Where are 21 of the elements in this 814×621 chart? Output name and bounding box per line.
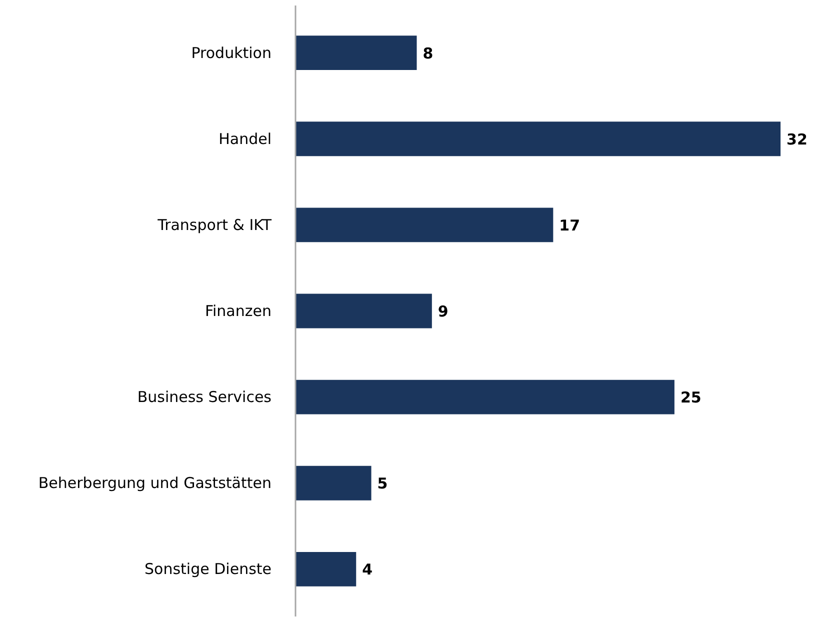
y-tick-label: Business Services — [137, 388, 272, 406]
data-label: 8 — [422, 44, 434, 62]
data-label: 9 — [438, 302, 448, 320]
y-tick-label: Produktion — [191, 44, 272, 62]
y-tick-label: Sonstige Dienste — [144, 560, 272, 578]
bar — [296, 466, 372, 500]
bar — [296, 208, 554, 242]
data-label: 25 — [680, 388, 702, 407]
bar — [296, 380, 674, 414]
y-tick-label: Beherbergung und Gaststätten — [38, 474, 272, 492]
bar — [296, 122, 781, 156]
bar — [296, 552, 356, 586]
y-tick-label: Finanzen — [204, 302, 272, 320]
bar — [296, 294, 432, 328]
bar — [296, 36, 417, 70]
y-tick-label: Transport & IKT — [156, 216, 272, 234]
data-label: 4 — [362, 560, 373, 579]
y-tick-label: Handel — [218, 130, 272, 148]
data-label: 5 — [377, 474, 388, 493]
data-label: 32 — [786, 130, 808, 148]
data-label: 17 — [559, 216, 580, 234]
